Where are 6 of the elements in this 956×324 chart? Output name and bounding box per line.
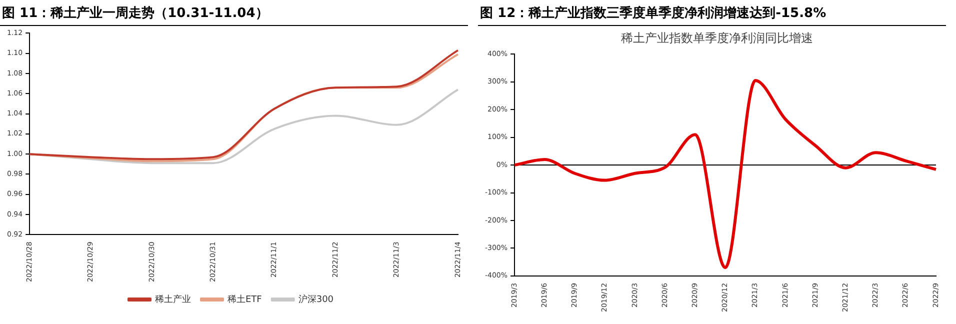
legend-label: 沪深300 [298, 294, 334, 305]
legend-label: 稀土产业 [154, 294, 191, 305]
chart-title: 图 11：稀土产业一周走势（10.31-11.04） [0, 0, 468, 26]
chart-title: 图 12：稀土产业指数三季度单季度净利润增速达到-15.8% [478, 0, 946, 26]
chart-subtitle: 稀土产业指数单季度净利润同比增速 [620, 30, 814, 47]
legend-label: 稀土ETF [227, 294, 262, 305]
